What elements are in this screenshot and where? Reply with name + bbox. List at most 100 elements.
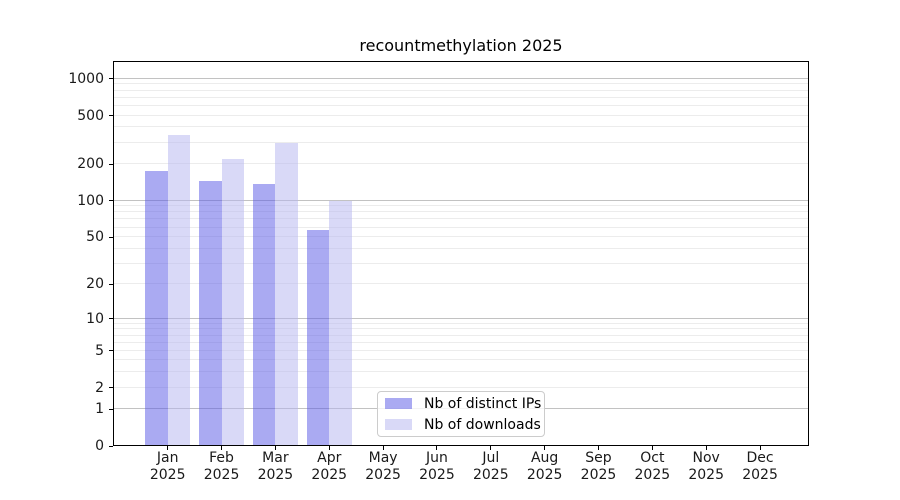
y-tick-label: 50 bbox=[86, 229, 104, 246]
x-tick-month: Sep bbox=[585, 450, 612, 466]
x-tick-label: Oct 2025 bbox=[620, 450, 684, 484]
x-tick-mark bbox=[382, 446, 384, 450]
y-tick-mark bbox=[109, 318, 113, 320]
x-tick-mark bbox=[490, 446, 492, 450]
major-gridline bbox=[113, 317, 809, 319]
x-tick-year: 2025 bbox=[365, 467, 401, 483]
x-tick-label: Dec 2025 bbox=[728, 450, 792, 484]
x-tick-mark bbox=[651, 446, 653, 450]
x-tick-month: Mar bbox=[262, 450, 289, 466]
bar-nb-of-distinct-ips-jan bbox=[145, 171, 168, 446]
minor-gridline bbox=[113, 236, 809, 238]
x-tick-month: Jul bbox=[482, 450, 500, 466]
x-tick-month: Dec bbox=[746, 450, 774, 466]
legend-label: Nb of distinct IPs bbox=[424, 395, 542, 412]
x-tick-year: 2025 bbox=[257, 467, 294, 483]
x-tick-label: Jan 2025 bbox=[136, 450, 200, 484]
x-tick-year: 2025 bbox=[526, 467, 563, 483]
x-tick-year: 2025 bbox=[419, 467, 455, 483]
x-tick-month: Oct bbox=[640, 450, 665, 466]
legend-swatch-nb-of-distinct-ips bbox=[385, 398, 412, 409]
x-tick-mark bbox=[436, 446, 438, 450]
y-tick-mark bbox=[109, 163, 113, 165]
x-tick-mark bbox=[328, 446, 330, 450]
y-tick-mark bbox=[109, 387, 113, 389]
minor-gridline bbox=[113, 89, 809, 91]
minor-gridline bbox=[113, 163, 809, 165]
y-tick-mark bbox=[109, 200, 113, 202]
x-tick-year: 2025 bbox=[634, 467, 671, 483]
y-tick-mark bbox=[109, 350, 113, 352]
minor-gridline bbox=[113, 226, 809, 228]
x-tick-year: 2025 bbox=[742, 467, 778, 483]
y-tick-label: 0 bbox=[95, 438, 104, 454]
x-tick-month: Apr bbox=[317, 450, 342, 466]
x-tick-label: Mar 2025 bbox=[243, 450, 307, 484]
bar-nb-of-distinct-ips-apr bbox=[306, 230, 330, 446]
minor-gridline bbox=[113, 114, 809, 116]
minor-gridline bbox=[113, 349, 809, 351]
x-tick-month: May bbox=[368, 450, 398, 466]
x-tick-year: 2025 bbox=[203, 467, 240, 483]
major-gridline bbox=[113, 77, 809, 79]
y-tick-mark bbox=[109, 283, 113, 285]
x-tick-mark bbox=[705, 446, 707, 450]
y-tick-mark bbox=[109, 78, 113, 80]
x-tick-label: Apr 2025 bbox=[297, 450, 361, 484]
bar-nb-of-downloads-apr bbox=[329, 200, 352, 446]
minor-gridline bbox=[113, 205, 809, 207]
minor-gridline bbox=[113, 218, 809, 220]
x-tick-year: 2025 bbox=[580, 467, 617, 483]
legend-row: Nb of downloads bbox=[385, 418, 541, 432]
minor-gridline bbox=[113, 247, 809, 249]
x-tick-mark bbox=[544, 446, 546, 450]
x-tick-year: 2025 bbox=[472, 467, 509, 483]
minor-gridline bbox=[113, 386, 809, 388]
bar-nb-of-downloads-mar bbox=[275, 142, 298, 446]
y-tick-mark bbox=[109, 115, 113, 117]
minor-gridline bbox=[113, 371, 809, 373]
y-tick-mark bbox=[109, 445, 113, 447]
bar-nb-of-distinct-ips-feb bbox=[199, 181, 222, 446]
x-tick-year: 2025 bbox=[149, 467, 186, 483]
y-tick-label: 1000 bbox=[68, 70, 104, 87]
minor-gridline bbox=[113, 83, 809, 85]
x-tick-year: 2025 bbox=[311, 467, 348, 483]
y-tick-label: 200 bbox=[77, 156, 104, 173]
x-tick-mark bbox=[167, 446, 169, 450]
major-gridline bbox=[113, 199, 809, 201]
x-tick-label: Jun 2025 bbox=[405, 450, 469, 484]
minor-gridline bbox=[113, 322, 809, 324]
chart-title: recountmethylation 2025 bbox=[359, 36, 563, 55]
x-tick-month: Jan bbox=[156, 450, 179, 466]
y-tick-label: 1 bbox=[95, 401, 104, 418]
minor-gridline bbox=[113, 262, 809, 264]
x-tick-month: Aug bbox=[530, 450, 559, 466]
bar-nb-of-downloads-feb bbox=[221, 159, 245, 446]
legend: Nb of distinct IPs Nb of downloads bbox=[377, 391, 545, 437]
x-tick-mark bbox=[598, 446, 599, 450]
x-tick-label: Nov 2025 bbox=[674, 450, 738, 484]
x-tick-mark bbox=[274, 446, 276, 450]
x-tick-month: Feb bbox=[209, 450, 234, 466]
bar-nb-of-distinct-ips-mar bbox=[252, 184, 276, 446]
legend-swatch-nb-of-downloads bbox=[385, 419, 412, 430]
minor-gridline bbox=[113, 359, 809, 361]
x-tick-month: Nov bbox=[692, 450, 720, 466]
y-tick-label: 2 bbox=[95, 379, 104, 396]
minor-gridline bbox=[113, 334, 809, 336]
x-tick-label: Sep 2025 bbox=[567, 450, 631, 484]
y-tick-mark bbox=[109, 408, 113, 410]
x-tick-label: Feb 2025 bbox=[190, 450, 254, 484]
x-tick-label: May 2025 bbox=[351, 450, 415, 484]
x-tick-mark bbox=[759, 446, 761, 450]
y-tick-mark bbox=[109, 236, 113, 238]
x-tick-label: Aug 2025 bbox=[513, 450, 577, 484]
minor-gridline bbox=[113, 104, 809, 106]
y-tick-label: 10 bbox=[86, 310, 104, 327]
plot-area: Nb of distinct IPs Nb of downloads bbox=[113, 61, 809, 446]
minor-gridline bbox=[113, 141, 809, 143]
minor-gridline bbox=[113, 211, 809, 213]
minor-gridline bbox=[113, 283, 809, 285]
